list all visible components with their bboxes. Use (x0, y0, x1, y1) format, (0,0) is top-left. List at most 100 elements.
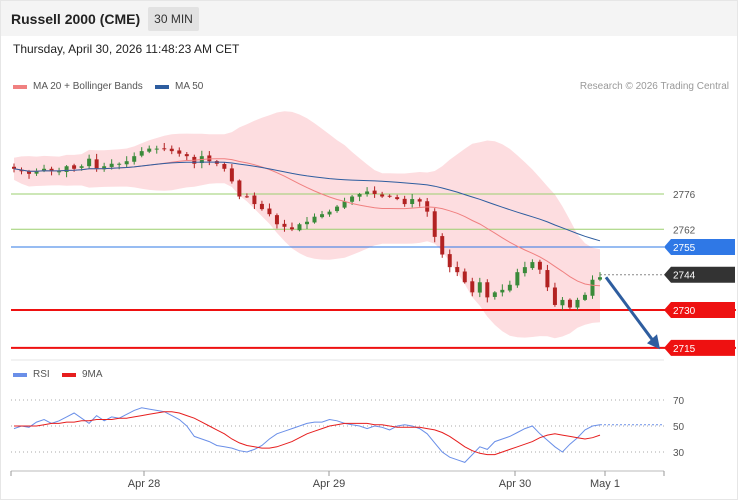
candle-body (252, 195, 257, 205)
candle-body (72, 165, 77, 169)
forecast-arrow-head (647, 334, 660, 350)
instrument-title: Russell 2000 (CME) (11, 11, 141, 27)
level-tag-2744 (664, 266, 735, 283)
candle-body (335, 206, 340, 212)
candle-body (522, 267, 527, 274)
candle-body (259, 203, 264, 210)
candle-body (357, 194, 362, 197)
rsi-ma-swatch (62, 372, 76, 377)
timeframe-button[interactable]: 30 MIN (148, 7, 199, 31)
candle-body (87, 158, 92, 167)
candle-body (477, 282, 482, 293)
candle-body (492, 292, 497, 297)
rsi-tick-70: 70 (673, 396, 685, 407)
level-label-2715: 2715 (673, 344, 696, 355)
candle-body (455, 267, 460, 273)
legend-rsi-ma: 9MA (62, 369, 103, 380)
candle-body (598, 277, 602, 280)
candle-body (49, 168, 54, 172)
candle-body (432, 211, 437, 237)
candle-body (244, 196, 249, 198)
candle-body (447, 254, 452, 268)
candle-body (590, 279, 595, 296)
rsi-swatch (13, 372, 27, 377)
candle-body (402, 198, 407, 205)
candle-body (530, 262, 535, 269)
level-label-2762: 2762 (673, 225, 696, 236)
ma50-line (13, 161, 601, 242)
candle-body (57, 171, 62, 173)
candle-body (282, 223, 287, 227)
candle-body (289, 227, 294, 230)
candle-body (267, 208, 272, 215)
candle-body (132, 156, 137, 162)
candle-body (184, 154, 189, 157)
candle-body (177, 150, 182, 154)
candle-body (470, 281, 475, 293)
candle-body (312, 216, 317, 223)
candle-body (139, 151, 144, 156)
candle-body (12, 166, 16, 169)
candle-body (387, 195, 392, 197)
candle-body (102, 166, 107, 170)
level-label-2730: 2730 (673, 306, 696, 317)
x-tick-label: May 1 (590, 478, 620, 490)
legend-rsi: RSI (13, 369, 50, 380)
candle-body (154, 148, 159, 150)
ma20-swatch (13, 84, 27, 89)
candle-body (380, 194, 385, 197)
candle-body (440, 236, 445, 255)
candle-body (537, 261, 542, 270)
candle-body (147, 148, 152, 152)
candle-body (545, 270, 550, 288)
candle-body (575, 299, 580, 308)
candle-body (560, 299, 565, 306)
level-label-2744: 2744 (673, 271, 696, 282)
x-tick-label: Apr 30 (499, 478, 531, 490)
candle-body (350, 196, 355, 202)
legend-ma50-label: MA 50 (175, 81, 204, 92)
level-tag-2715 (664, 339, 735, 356)
rsi-tick-50: 50 (673, 422, 685, 433)
legend-ma50: MA 50 (155, 81, 203, 92)
chart-timestamp: Thursday, April 30, 2026 11:48:23 AM CET (13, 42, 240, 56)
candle-body (169, 148, 174, 152)
rsi-line (13, 407, 601, 463)
candle-body (567, 299, 572, 308)
level-label-2755: 2755 (673, 243, 696, 254)
candle-body (117, 163, 122, 165)
candle-body (124, 161, 129, 165)
chart-header: Russell 2000 (CME) 30 MIN (0, 0, 738, 36)
x-tick-label: Apr 28 (128, 478, 160, 490)
research-credit: Research © 2026 Trading Central (579, 81, 729, 92)
candle-body (305, 221, 309, 225)
candle-body (395, 197, 400, 200)
level-tag-2755 (664, 238, 735, 255)
legend-rsi-ma-label: 9MA (82, 369, 103, 380)
candle-body (462, 271, 467, 283)
candle-body (109, 163, 114, 167)
candle-body (27, 171, 32, 174)
candle-body (222, 164, 227, 169)
candle-body (94, 159, 99, 169)
candle-body (342, 201, 347, 208)
candle-body (207, 155, 212, 162)
candle-body (410, 199, 415, 205)
candle-body (64, 166, 69, 172)
candle-body (229, 168, 234, 182)
candle-body (372, 190, 377, 194)
candles-group (12, 142, 602, 311)
candle-body (320, 214, 325, 218)
candle-body (274, 215, 279, 225)
candle-body (365, 191, 370, 195)
candle-body (552, 287, 557, 305)
candle-body (507, 284, 512, 291)
forecast-arrow-shaft (604, 276, 654, 341)
candle-body (162, 148, 167, 150)
candle-body (34, 171, 39, 174)
candle-body (79, 166, 84, 168)
ma50-swatch (155, 84, 169, 89)
legend-rsi-label: RSI (33, 369, 50, 380)
rsi-ma-line (14, 411, 601, 456)
